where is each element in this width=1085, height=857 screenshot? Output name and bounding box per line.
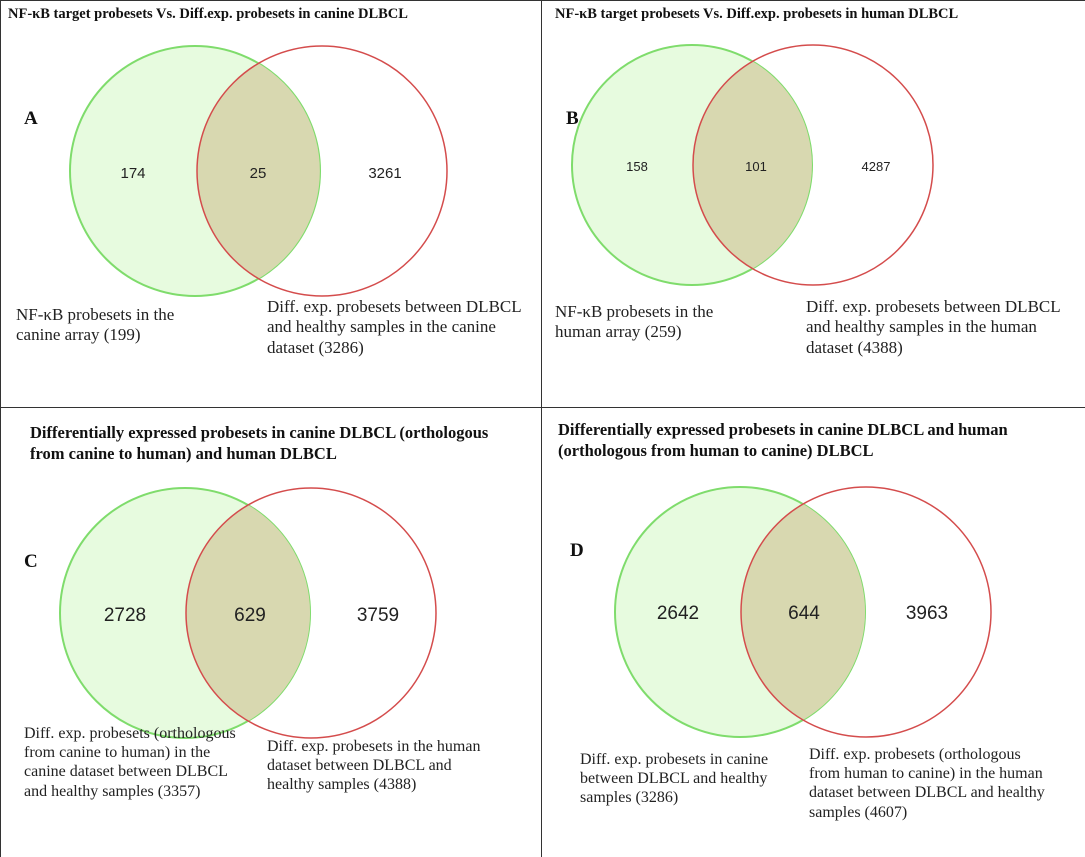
panel-a-letter: A — [24, 108, 38, 129]
border-top — [0, 0, 1085, 1]
panel-d-overlap-count: 644 — [788, 603, 820, 624]
panel-c-title: Differentially expressed probesets in ca… — [30, 423, 489, 463]
border-divider-horizontal — [0, 407, 1085, 408]
panel-d-right-caption: Diff. exp. probesets (orthologous from h… — [809, 746, 1045, 821]
panel-c-right-caption: Diff. exp. probesets in the human datase… — [267, 738, 481, 794]
panel-a-left-count: 174 — [120, 165, 145, 182]
panel-d-title: Differentially expressed probesets in ca… — [558, 420, 1008, 460]
panel-a-title: NF-κB target probesets Vs. Diff.exp. pro… — [8, 6, 408, 22]
panel-b-title: NF-κB target probesets Vs. Diff.exp. pro… — [555, 6, 959, 22]
panel-c-letter: C — [24, 551, 38, 572]
panel-d-letter: D — [570, 540, 584, 561]
panel-c-left-caption: Diff. exp. probesets (orthologous from c… — [24, 725, 236, 800]
panel-c-left-count: 2728 — [104, 605, 146, 626]
panel-c-venn: 2728 629 3759 — [59, 487, 437, 739]
panel-b-overlap-region — [693, 61, 812, 269]
panel-c-right-circle — [185, 487, 437, 739]
panel-b-overlap-count: 101 — [745, 159, 767, 174]
panel-a-right-count: 3261 — [368, 165, 401, 182]
panel-a-venn: 174 25 3261 — [69, 45, 448, 297]
panel-c: Differentially expressed probesets in ca… — [0, 408, 541, 857]
border-divider-vertical — [541, 0, 542, 857]
panel-b-venn: 158 101 4287 — [571, 44, 934, 286]
panel-b-right-count: 4287 — [862, 159, 891, 174]
panel-d-overlap-region — [740, 504, 866, 720]
panel-d-left-caption: Diff. exp. probesets in canine between D… — [580, 751, 769, 807]
panel-b-right-caption: Diff. exp. probesets between DLBCL and h… — [806, 297, 1060, 357]
panel-b-right-circle — [692, 44, 934, 286]
panel-a-right-circle — [196, 45, 448, 297]
panel-d: Differentially expressed probesets in ca… — [542, 408, 1085, 857]
panel-b-left-caption: NF-κB probesets in the human array (259) — [555, 302, 714, 342]
panel-d-venn: 2642 644 3963 — [614, 486, 992, 738]
panel-b-left-count: 158 — [626, 159, 648, 174]
panel-d-right-count: 3963 — [906, 603, 948, 624]
panel-c-right-count: 3759 — [357, 605, 399, 626]
panel-c-overlap-region — [185, 505, 311, 721]
panel-b-letter: B — [566, 108, 579, 129]
panel-a-overlap-count: 25 — [250, 165, 267, 182]
panel-b: NF-κB target probesets Vs. Diff.exp. pro… — [542, 0, 1085, 407]
panel-a: NF-κB target probesets Vs. Diff.exp. pro… — [0, 0, 541, 407]
panel-c-overlap-count: 629 — [234, 605, 266, 626]
panel-a-right-caption: Diff. exp. probesets between DLBCL and h… — [267, 297, 521, 357]
panel-d-right-circle — [740, 486, 992, 738]
border-left — [0, 0, 1, 857]
panel-a-left-caption: NF-κB probesets in the canine array (199… — [16, 305, 175, 345]
panel-d-left-count: 2642 — [657, 603, 699, 624]
panel-a-overlap-region — [197, 63, 320, 279]
